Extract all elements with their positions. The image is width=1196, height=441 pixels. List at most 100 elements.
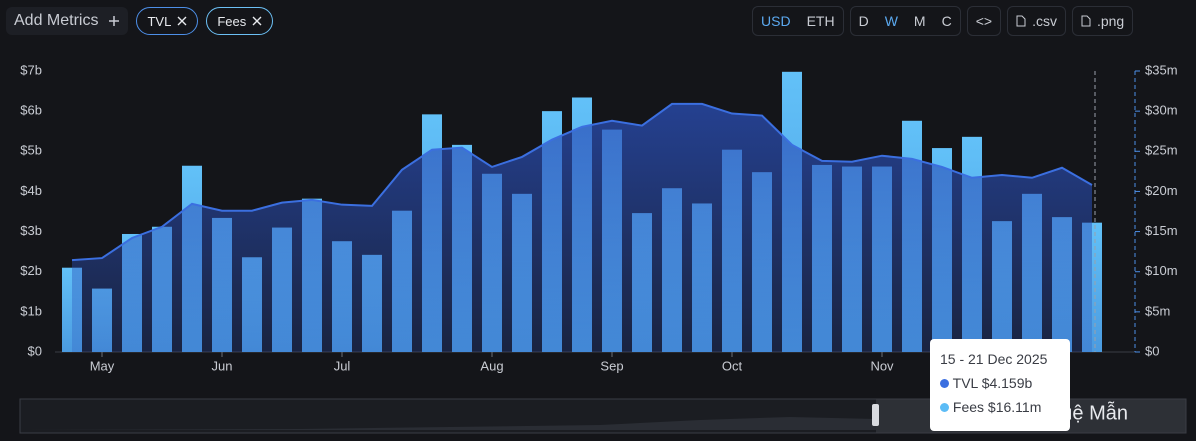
y-tick-label: $7b: [20, 62, 42, 77]
tooltip-value: $4.159b: [981, 375, 1033, 391]
y-tick-label: $5b: [20, 143, 42, 158]
tooltip-swatch: [940, 403, 949, 412]
bar: [512, 193, 532, 352]
chip-label: TVL: [147, 13, 172, 29]
tooltip-value: $16.11m: [987, 399, 1042, 415]
bar: [452, 144, 472, 352]
metric-chip[interactable]: TVL: [136, 7, 199, 35]
png-button[interactable]: .png: [1071, 6, 1134, 36]
y2-tick-label: $15m: [1145, 223, 1178, 238]
bar: [542, 111, 562, 353]
period-option[interactable]: D: [858, 13, 869, 29]
bar: [632, 213, 652, 352]
bar: [1082, 222, 1102, 352]
x-tick-label: May: [90, 358, 115, 373]
y2-tick-label: $20m: [1145, 183, 1178, 198]
embed-button[interactable]: <>: [966, 6, 1002, 36]
csv-button[interactable]: .csv: [1007, 6, 1066, 36]
y2-tick-label: $10m: [1145, 263, 1178, 278]
bar: [392, 210, 412, 352]
y-tick-label: $2b: [20, 263, 42, 278]
x-tick-label: Sep: [600, 358, 623, 373]
bar: [332, 241, 352, 352]
currency-toggle: USD ETH: [752, 6, 844, 36]
plus-icon: [109, 16, 120, 26]
x-tick-label: Jul: [334, 358, 351, 373]
bar: [62, 267, 82, 352]
bar: [662, 188, 682, 352]
bar: [602, 129, 622, 352]
csv-label: .csv: [1032, 13, 1057, 29]
period-toggle: D W M C: [849, 6, 961, 36]
y-tick-label: $4b: [20, 183, 42, 198]
tooltip-label: TVL: [952, 375, 978, 391]
y2-tick-label: $0: [1145, 343, 1159, 358]
png-label: .png: [1096, 13, 1125, 29]
toolbar-right: USD ETH D W M C <> .csv .png: [752, 6, 1134, 36]
currency-option[interactable]: USD: [761, 13, 791, 29]
y-tick-label: $0: [28, 343, 42, 358]
bar: [242, 257, 262, 352]
chip-label: Fees: [217, 13, 247, 29]
tooltip: 15 - 21 Dec 2025 TVL $4.159b Fees $16.11…: [930, 339, 1070, 431]
area-line: [71, 102, 1093, 262]
area-fill: [72, 103, 1092, 352]
bar: [1052, 217, 1072, 352]
x-tick-label: Oct: [722, 358, 743, 373]
add-metrics-label: Add Metrics: [14, 12, 99, 29]
y2-tick-label: $25m: [1145, 143, 1178, 158]
tooltip-label: Fees: [952, 399, 985, 415]
bar: [122, 233, 142, 352]
bar: [782, 71, 802, 352]
bar: [962, 136, 982, 352]
bar: [902, 120, 922, 352]
bar: [302, 198, 322, 352]
add-metrics[interactable]: Add Metrics: [6, 7, 129, 35]
file-icon: [1016, 15, 1026, 27]
bar: [572, 97, 592, 352]
x-tick-label: Aug: [480, 358, 503, 373]
tooltip-row: Fees $16.11m: [940, 395, 1060, 419]
period-option[interactable]: C: [941, 13, 952, 29]
period-option[interactable]: M: [913, 13, 926, 29]
y2-tick-label: $5m: [1145, 303, 1170, 318]
bar: [212, 217, 232, 352]
x-tick-label: Nov: [870, 358, 894, 373]
y2-tick-label: $30m: [1145, 103, 1178, 118]
bar: [932, 148, 952, 352]
y2-tick-label: $35m: [1145, 62, 1178, 77]
brush-preview: [20, 417, 876, 430]
bar: [722, 149, 742, 352]
toolbar-left: Add Metrics TVL Fees: [6, 6, 274, 36]
bar: [92, 288, 112, 352]
period-option[interactable]: W: [884, 13, 898, 29]
close-icon: [252, 16, 262, 26]
bar: [992, 221, 1012, 352]
bar: [482, 173, 502, 352]
currency-option[interactable]: ETH: [806, 13, 835, 29]
close-icon: [177, 16, 187, 26]
bar: [362, 254, 382, 352]
metric-chip[interactable]: Fees: [206, 7, 274, 35]
y-tick-label: $6b: [20, 103, 42, 118]
bar: [692, 203, 712, 352]
file-icon: [1081, 15, 1091, 27]
bar: [1022, 193, 1042, 352]
y-tick-label: $3b: [20, 223, 42, 238]
embed-label: <>: [975, 13, 993, 29]
tooltip-row: TVL $4.159b: [940, 371, 1060, 395]
tooltip-date: 15 - 21 Dec 2025: [940, 351, 1048, 367]
bar: [272, 227, 292, 352]
bar: [422, 114, 442, 353]
bar: [152, 226, 172, 352]
bar: [872, 166, 892, 352]
x-tick-label: Jun: [212, 358, 233, 373]
tooltip-swatch: [940, 379, 949, 388]
brush-handle[interactable]: [872, 404, 879, 426]
y-tick-label: $1b: [20, 303, 42, 318]
bar: [752, 172, 772, 352]
bar: [812, 164, 832, 352]
bar: [842, 166, 862, 352]
bar: [182, 165, 202, 352]
